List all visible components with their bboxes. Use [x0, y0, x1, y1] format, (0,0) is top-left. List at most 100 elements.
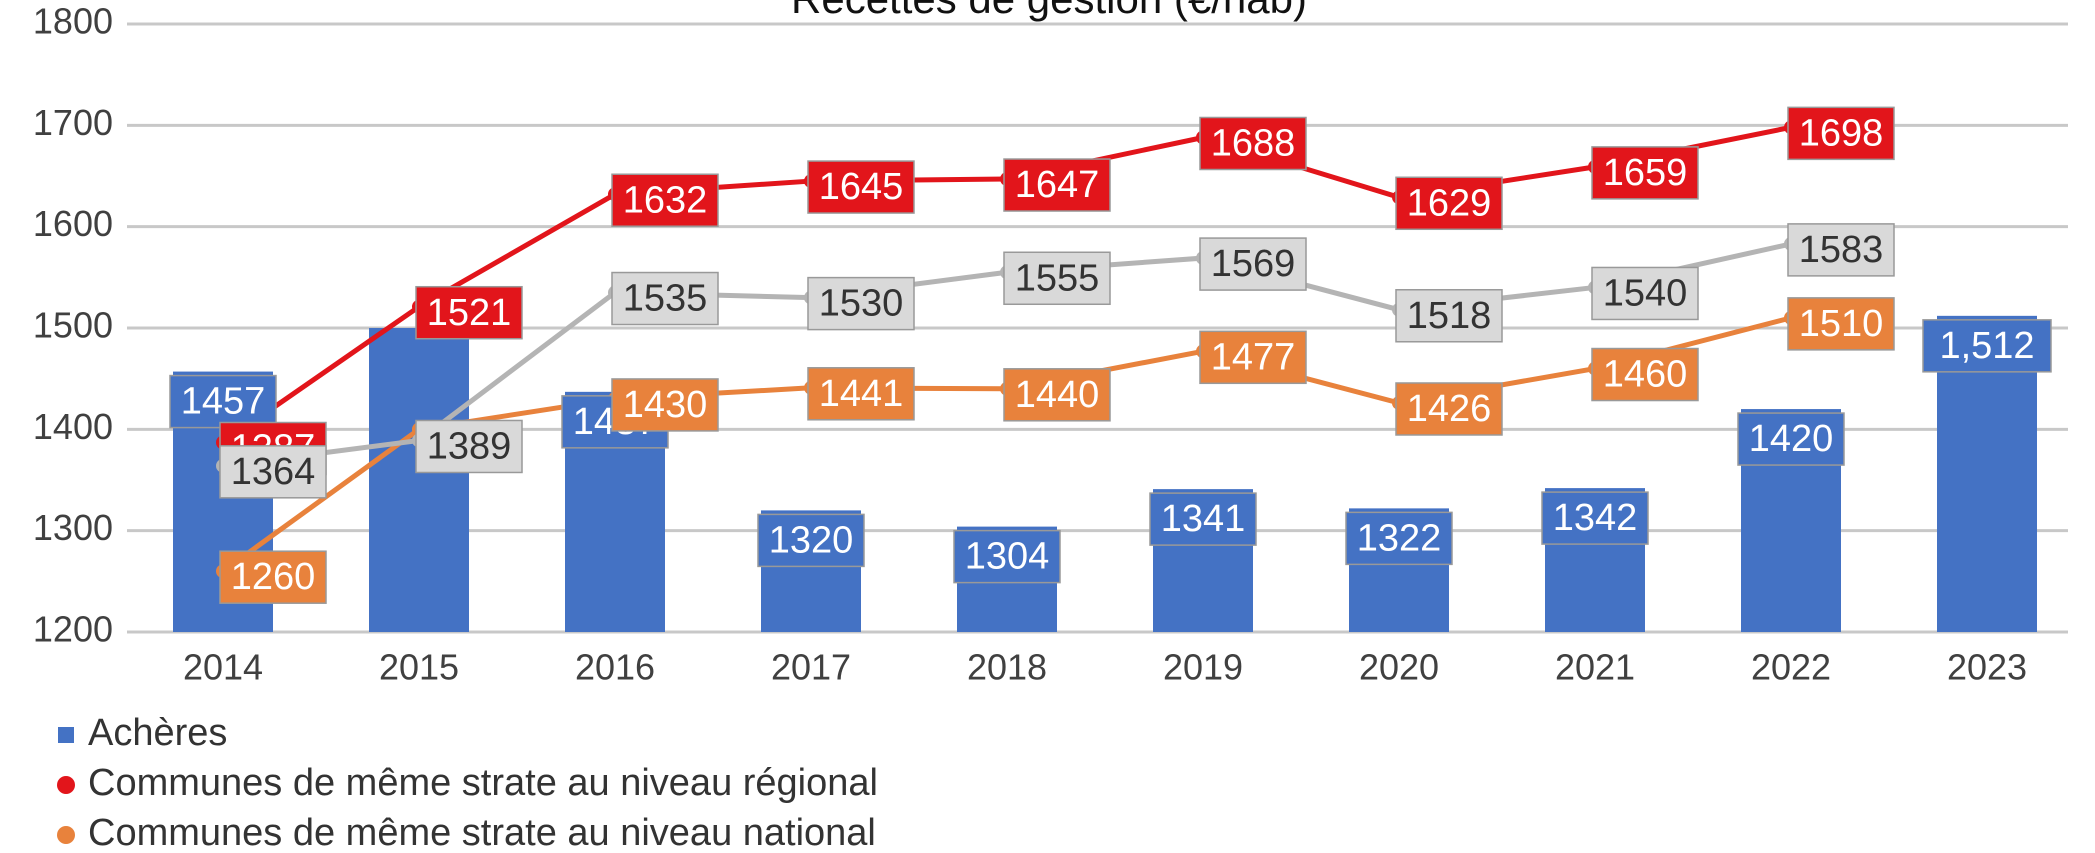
- data-label-box: [611, 173, 719, 227]
- x-tick-label: 2016: [575, 647, 655, 688]
- x-tick-label: 2021: [1555, 647, 1635, 688]
- data-label-group: 1535: [611, 271, 719, 326]
- data-label-group: 1583: [1787, 223, 1895, 277]
- data-label-box: [1199, 237, 1307, 291]
- data-label: 1342: [1553, 497, 1638, 539]
- data-label-box: [1591, 146, 1699, 200]
- data-label-group: 1,512: [1922, 319, 2052, 373]
- data-label-box: [757, 513, 865, 568]
- data-label: 1457: [181, 381, 266, 423]
- data-label-group: 1260: [219, 550, 327, 604]
- data-label-group: 1477: [1199, 330, 1307, 385]
- y-tick-label: 1300: [33, 507, 113, 548]
- data-label-box: [1787, 223, 1895, 277]
- data-label-box: [1345, 511, 1453, 566]
- data-label: 1322: [1357, 517, 1442, 559]
- x-tick-label: 2014: [183, 647, 263, 688]
- y-tick-label: 1800: [33, 1, 113, 42]
- data-label: 1688: [1211, 123, 1296, 165]
- data-label-group: 1426: [1395, 382, 1503, 436]
- y-tick-label: 1700: [33, 102, 113, 143]
- data-label: 1569: [1211, 243, 1296, 285]
- legend-label: Achères: [88, 712, 227, 754]
- data-label-group: 1322: [1345, 511, 1453, 566]
- data-label-group: 1540: [1591, 266, 1699, 321]
- legend-label: Communes de même strate au niveau région…: [88, 762, 878, 804]
- data-label-box: [1395, 176, 1503, 231]
- legend-marker: [57, 776, 75, 794]
- data-label-group: 1659: [1591, 146, 1699, 200]
- data-label: 1420: [1749, 418, 1834, 460]
- data-label: 1629: [1407, 182, 1492, 224]
- y-tick-label: 1400: [33, 406, 113, 447]
- data-label-box: [169, 374, 277, 429]
- data-label: 1440: [1015, 374, 1100, 416]
- data-label-box: [1787, 106, 1895, 161]
- legend-marker: [58, 727, 74, 743]
- data-label-box: [611, 271, 719, 326]
- chart-title: Recettes de gestion (€/hab): [791, 0, 1307, 22]
- data-label-group: 1521: [415, 285, 523, 340]
- data-label: 1645: [819, 166, 904, 208]
- data-label-box: [1787, 297, 1895, 351]
- data-label-group: 1510: [1787, 297, 1895, 351]
- data-label-group: 1440: [1003, 368, 1111, 422]
- data-label-box: [1199, 330, 1307, 385]
- data-label-group: 1688: [1199, 116, 1307, 171]
- data-label: 1364: [231, 451, 316, 493]
- data-label: 1632: [623, 179, 708, 221]
- data-label-group: 1632: [611, 173, 719, 227]
- data-label-group: 1555: [1003, 251, 1111, 306]
- y-tick-label: 1600: [33, 203, 113, 244]
- data-label-group: 1629: [1395, 176, 1503, 231]
- data-label-group: 1364: [219, 445, 327, 499]
- data-label-box: [1591, 266, 1699, 321]
- data-label: 1518: [1407, 295, 1492, 337]
- data-label: 1341: [1161, 498, 1246, 540]
- data-label-box: [1395, 289, 1503, 343]
- data-label-box: [611, 378, 719, 432]
- data-label-group: 1420: [1737, 412, 1845, 466]
- data-label: 1320: [769, 519, 854, 561]
- data-label: 1477: [1211, 336, 1296, 378]
- data-label: 1460: [1603, 354, 1688, 396]
- data-label: 1,512: [1939, 325, 2034, 367]
- data-label-group: 1530: [807, 276, 915, 331]
- x-tick-label: 2022: [1751, 647, 1831, 688]
- data-label-group: 1430: [611, 378, 719, 432]
- data-label: 1426: [1407, 388, 1492, 430]
- data-label-group: 1342: [1541, 491, 1649, 545]
- data-label-group: 1341: [1149, 492, 1257, 546]
- data-label: 1659: [1603, 152, 1688, 194]
- data-label-group: 1304: [953, 529, 1061, 584]
- data-label: 1304: [965, 536, 1050, 578]
- data-label-group: 1441: [807, 367, 915, 421]
- data-label: 1647: [1015, 164, 1100, 206]
- data-label-group: 1569: [1199, 237, 1307, 291]
- data-label-box: [1541, 491, 1649, 545]
- data-label: 1430: [623, 384, 708, 426]
- x-tick-label: 2023: [1947, 647, 2027, 688]
- y-tick-label: 1500: [33, 305, 113, 346]
- data-label: 1521: [427, 292, 512, 334]
- data-label: 1535: [623, 278, 708, 320]
- data-label-box: [415, 419, 523, 474]
- x-tick-label: 2015: [379, 647, 459, 688]
- data-label-box: [1003, 251, 1111, 306]
- data-label: 1510: [1799, 303, 1884, 345]
- data-label-box: [1591, 347, 1699, 402]
- data-label-box: [415, 285, 523, 340]
- data-label: 1441: [819, 373, 904, 415]
- data-label: 1530: [819, 283, 904, 325]
- data-label-group: 1518: [1395, 289, 1503, 343]
- data-label: 1555: [1015, 257, 1100, 299]
- data-label: 1583: [1799, 229, 1884, 271]
- data-label-group: 1460: [1591, 347, 1699, 402]
- x-tick-label: 2018: [967, 647, 1047, 688]
- data-label-box: [219, 445, 327, 499]
- data-label: 1389: [427, 426, 512, 468]
- data-label-box: [807, 160, 915, 214]
- data-label-box: [1395, 382, 1503, 436]
- data-label-box: [1149, 492, 1257, 546]
